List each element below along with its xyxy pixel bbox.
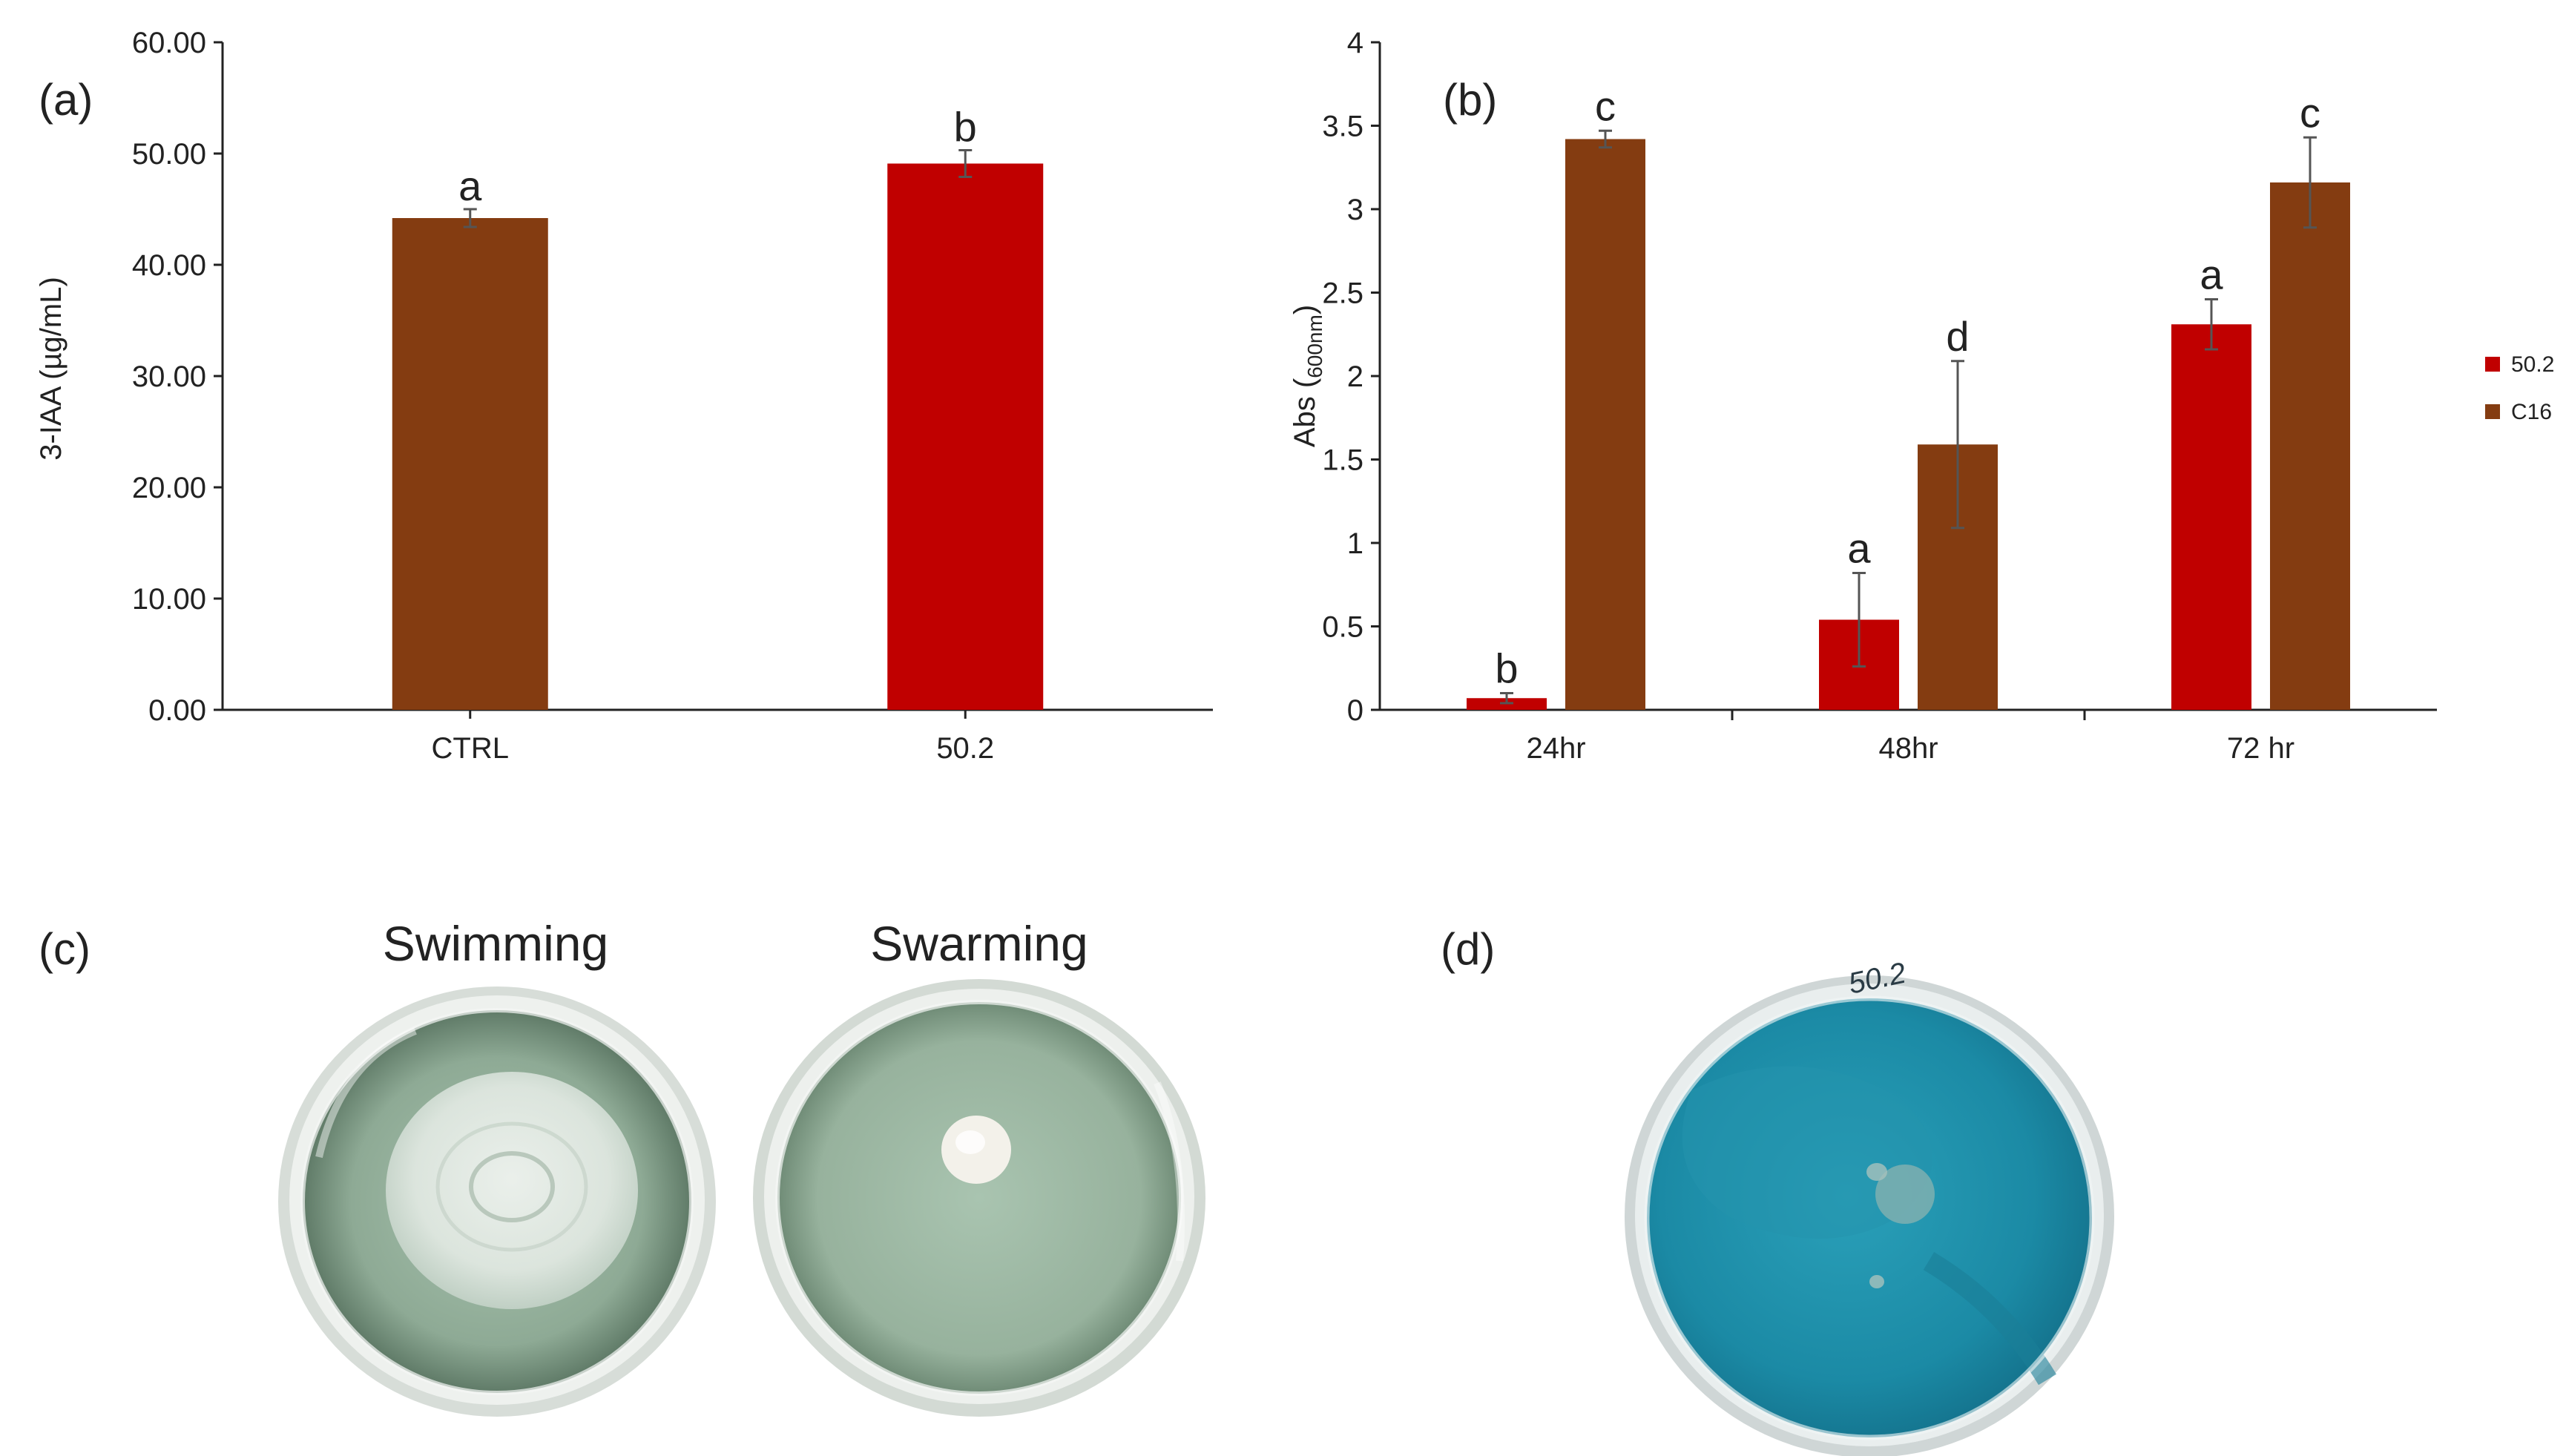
chart-b: (b) Abs (600nm) 0 0.5 1 1.5 2 2.5 3 3.5 4 b c 24hr… [1289, 27, 2554, 765]
chart-b-y-tick-label: 1.5 [1322, 444, 1363, 477]
chart-a-y-tick-label: 0.00 [148, 694, 206, 727]
chart-b-legend: 50.2 C16 [2485, 352, 2554, 424]
chart-b-x-tick-label: 48hr [1878, 732, 1938, 765]
chart-b-significance-label: c [2300, 89, 2320, 136]
chart-a-significance-label: a [458, 162, 482, 209]
chart-a-y-tick-label: 10.00 [132, 583, 206, 616]
chart-b-x-tick-label: 72 hr [2227, 732, 2294, 765]
chart-b-error-bar [2303, 136, 2317, 229]
chart-b-y-tick-label: 3 [1347, 194, 1363, 226]
chart-a-bar [392, 218, 548, 710]
chart-b-error-bar [1500, 692, 1513, 705]
panel-a-label: (a) [39, 75, 93, 125]
chart-a-y-tick-label: 40.00 [132, 249, 206, 282]
chart-b-x-tick-label: 24hr [1526, 732, 1585, 765]
chart-a: (a) 3-IAA (µg/mL) 0.00 10.00 20.00 30.00 40.… [35, 27, 1213, 765]
chart-b-y-axis-label-sub: 600nm [1303, 314, 1326, 378]
panel-d-label: (d) [1441, 924, 1495, 974]
chart-a-y-axis-label: 3-IAA (µg/mL) [35, 277, 68, 461]
chart-b-y-axis-label: Abs (600nm) [1289, 305, 1326, 447]
chart-a-error-bar [958, 149, 973, 178]
chart-b-y-axis-label-end: ) [1289, 305, 1321, 314]
chart-a-y-tick-label: 50.00 [132, 138, 206, 171]
chart-b-legend-label: 50.2 [2511, 352, 2554, 377]
chart-a-y-tick-label: 20.00 [132, 472, 206, 504]
photo-d: (d) 50.2 [1441, 924, 2114, 1456]
chart-b-error-bar [2205, 298, 2218, 351]
blue-plate-photo: 50.2 [1625, 957, 2114, 1456]
chart-b-significance-label: d [1946, 313, 1969, 360]
chart-b-y-tick-label: 2 [1347, 360, 1363, 393]
chart-b-y-tick-label: 0 [1347, 694, 1363, 727]
chart-a-error-bar [463, 208, 477, 228]
chart-b-y-tick-label: 1 [1347, 527, 1363, 560]
chart-a-y-tick-label: 60.00 [132, 27, 206, 59]
chart-b-bar [2171, 324, 2251, 710]
chart-b-y-tick-label: 2.5 [1322, 277, 1363, 310]
chart-a-x-tick-label: CTRL [432, 732, 509, 765]
chart-b-significance-label: a [2200, 251, 2223, 298]
chart-b-bar [1565, 139, 1645, 710]
chart-b-y-tick-label: 4 [1347, 27, 1363, 59]
chart-b-error-bar [1951, 360, 1964, 530]
chart-a-significance-label: b [954, 104, 977, 151]
swarming-plate-photo [753, 979, 1205, 1417]
photo-c: (c) Swimming Swarming [39, 916, 1205, 1417]
chart-b-significance-label: a [1847, 525, 1871, 572]
chart-a-bar [887, 163, 1044, 710]
chart-b-y-tick-label: 3.5 [1322, 111, 1363, 143]
chart-b-legend-swatch [2485, 404, 2500, 419]
chart-b-significance-label: b [1495, 645, 1518, 692]
panel-c-label: (c) [39, 924, 91, 974]
chart-a-x-tick-label: 50.2 [936, 732, 994, 765]
swimming-title: Swimming [383, 916, 608, 971]
chart-b-y-tick-label: 0.5 [1322, 611, 1363, 644]
chart-b-legend-swatch [2485, 357, 2500, 372]
swimming-plate-photo [278, 986, 716, 1417]
swarming-title: Swarming [870, 916, 1088, 971]
chart-a-y-tick-label: 30.00 [132, 360, 206, 393]
panel-b-label: (b) [1443, 75, 1497, 125]
chart-b-bar [2270, 182, 2350, 710]
chart-b-error-bar [1852, 572, 1866, 668]
chart-b-error-bar [1599, 129, 1612, 149]
chart-b-y-axis-label-main: Abs ( [1289, 378, 1321, 447]
chart-b-significance-label: c [1595, 82, 1616, 129]
chart-b-legend-label: C16 [2511, 400, 2552, 424]
